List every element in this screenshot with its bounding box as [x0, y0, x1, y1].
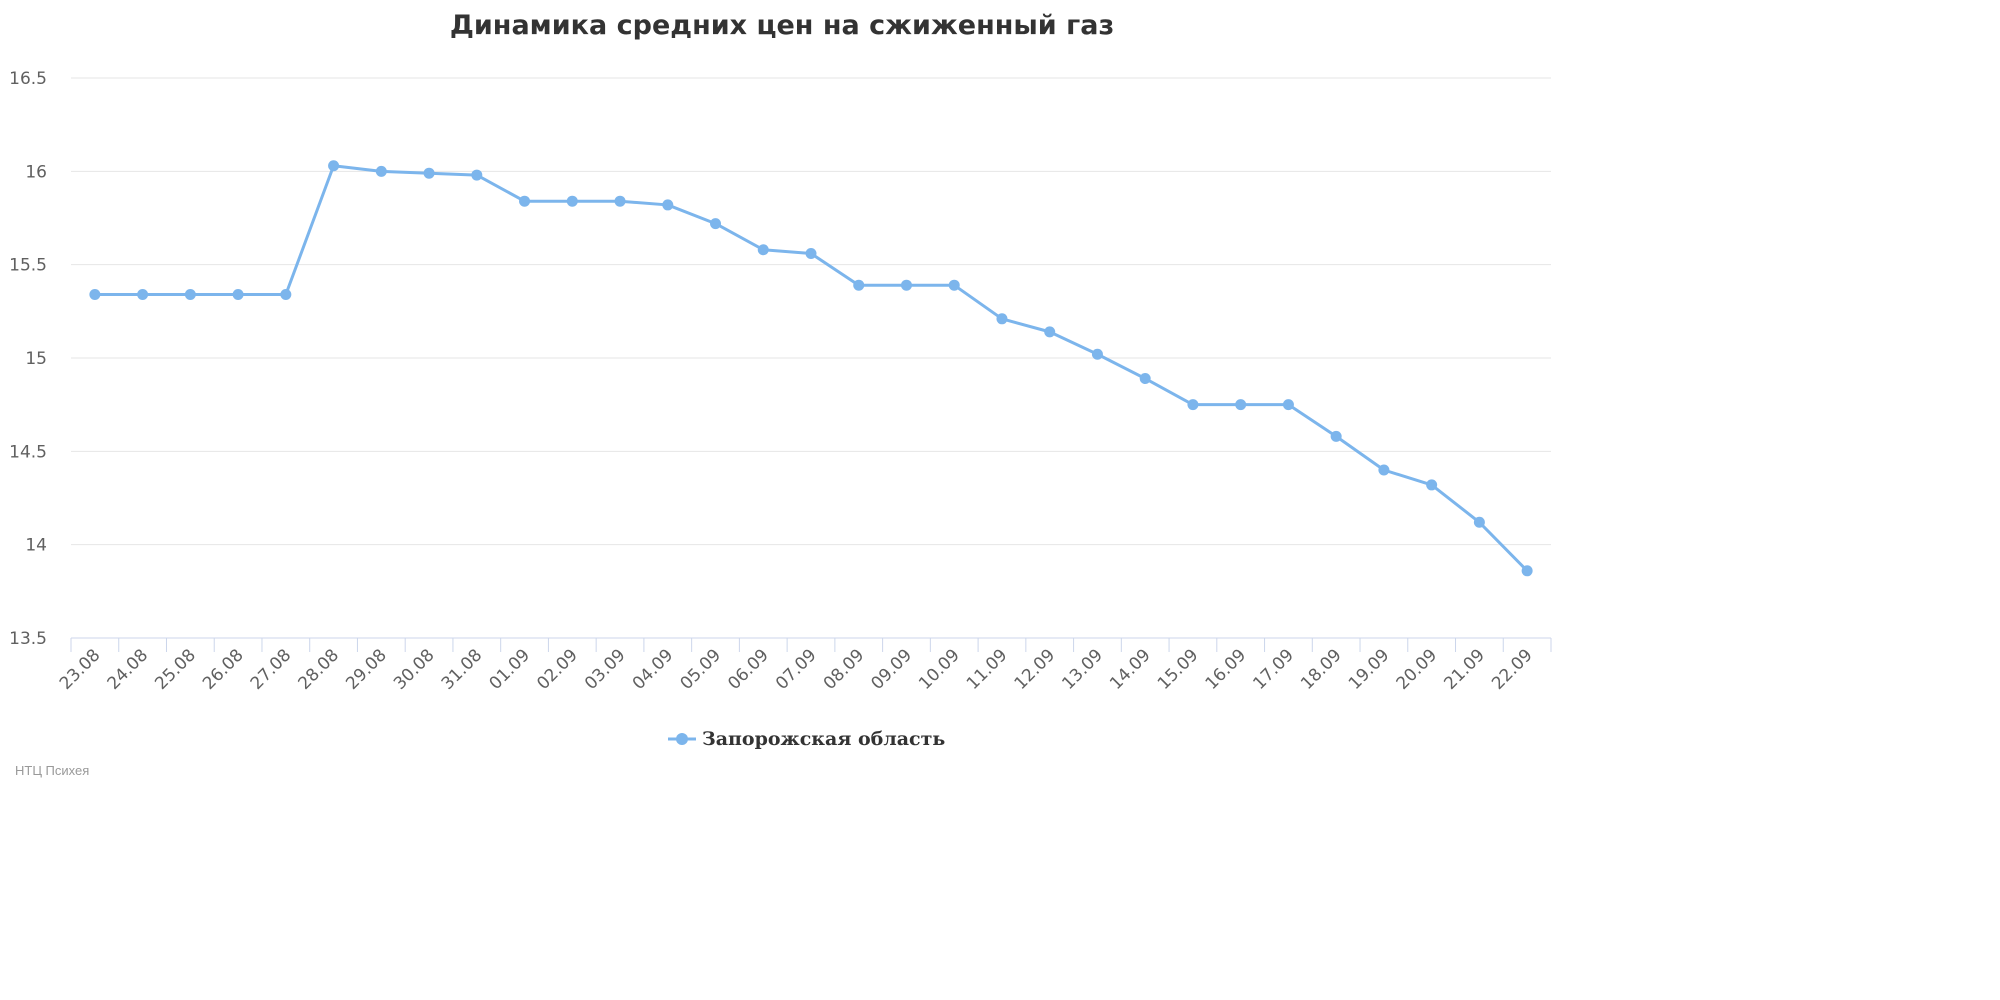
data-point[interactable] — [1044, 326, 1056, 338]
data-point[interactable] — [137, 289, 149, 301]
data-point[interactable] — [280, 289, 292, 301]
x-tick-label: 26.08 — [199, 645, 248, 694]
x-tick-label: 03.09 — [581, 645, 630, 694]
y-tick-label: 16.5 — [9, 69, 47, 89]
x-tick-label: 25.08 — [151, 645, 200, 694]
series-layer — [89, 160, 1533, 577]
x-tick-label: 23.08 — [56, 645, 105, 694]
data-point[interactable] — [375, 165, 387, 177]
data-point[interactable] — [566, 195, 578, 207]
data-point[interactable] — [614, 195, 626, 207]
data-point[interactable] — [900, 279, 912, 291]
x-tick-label: 22.09 — [1488, 645, 1537, 694]
x-tick-label: 04.09 — [629, 645, 678, 694]
x-tick-label: 19.09 — [1345, 645, 1394, 694]
legend-marker — [676, 733, 688, 745]
data-point[interactable] — [1521, 565, 1533, 577]
x-tick-label: 09.09 — [867, 645, 916, 694]
x-axis — [70, 637, 1552, 652]
y-tick-label: 13.5 — [9, 629, 47, 649]
x-tick-label: 31.08 — [438, 645, 487, 694]
y-axis-labels: 13.5 14 14.5 15 15.5 16 16.5 — [9, 69, 47, 649]
data-point[interactable] — [184, 289, 196, 301]
y-tick-label: 14.5 — [9, 442, 47, 462]
x-axis-labels: 23.08 24.08 25.08 26.08 27.08 28.08 29.08 30.08… — [56, 645, 1537, 694]
x-tick-label: 20.09 — [1393, 645, 1442, 694]
x-tick-label: 17.09 — [1249, 645, 1298, 694]
x-tick-label: 01.09 — [486, 645, 535, 694]
x-tick-label: 24.08 — [104, 645, 153, 694]
data-point[interactable] — [1426, 479, 1438, 491]
x-tick-label: 10.09 — [915, 645, 964, 694]
x-tick-label: 11.09 — [963, 645, 1012, 694]
data-point[interactable] — [1139, 373, 1151, 385]
y-tick-label: 15.5 — [9, 256, 47, 276]
grid-lines — [71, 77, 1551, 546]
data-point[interactable] — [471, 169, 483, 181]
y-tick-label: 15 — [25, 349, 47, 369]
data-point[interactable] — [519, 195, 531, 207]
data-point[interactable] — [1235, 399, 1247, 411]
data-point[interactable] — [710, 218, 722, 230]
x-tick-label: 30.08 — [390, 645, 439, 694]
x-tick-label: 13.09 — [1058, 645, 1107, 694]
x-tick-label: 02.09 — [533, 645, 582, 694]
data-point[interactable] — [853, 279, 865, 291]
data-point[interactable] — [1330, 430, 1342, 442]
data-point[interactable] — [948, 279, 960, 291]
y-tick-label: 16 — [25, 162, 47, 182]
x-tick-label: 27.08 — [247, 645, 296, 694]
legend-label[interactable]: Запорожская область — [702, 728, 945, 750]
x-tick-label: 16.09 — [1202, 645, 1251, 694]
x-tick-label: 06.09 — [724, 645, 773, 694]
data-point[interactable] — [1282, 399, 1294, 411]
series-line — [93, 164, 1529, 573]
data-point[interactable] — [1187, 399, 1199, 411]
x-tick-label: 15.09 — [1154, 645, 1203, 694]
x-tick-label: 05.09 — [676, 645, 725, 694]
x-tick-label: 18.09 — [1297, 645, 1346, 694]
data-point[interactable] — [996, 313, 1008, 325]
x-tick-label: 08.09 — [820, 645, 869, 694]
chart-title: Динамика средних цен на сжиженный газ — [449, 10, 1115, 41]
data-point[interactable] — [757, 244, 769, 256]
data-point[interactable] — [328, 160, 340, 172]
x-tick-label: 12.09 — [1011, 645, 1060, 694]
data-point[interactable] — [662, 199, 674, 211]
data-point[interactable] — [1378, 464, 1390, 476]
y-tick-label: 14 — [25, 536, 47, 556]
data-point[interactable] — [1091, 348, 1103, 360]
data-point[interactable] — [423, 167, 435, 179]
data-point[interactable] — [805, 247, 817, 259]
x-tick-label: 28.08 — [295, 645, 344, 694]
data-point[interactable] — [89, 289, 101, 301]
x-tick-label: 14.09 — [1106, 645, 1155, 694]
x-tick-label: 29.08 — [342, 645, 391, 694]
legend[interactable]: Запорожская область — [668, 728, 945, 750]
data-point[interactable] — [232, 289, 244, 301]
data-point[interactable] — [1473, 516, 1485, 528]
line-chart: 13.5 14 14.5 15 15.5 16 16.5 23.08 24.08 25.08 26… — [9, 69, 1552, 750]
x-tick-label: 07.09 — [772, 645, 821, 694]
x-tick-label: 21.09 — [1440, 645, 1489, 694]
credits-label: НТЦ Психея — [15, 763, 90, 778]
